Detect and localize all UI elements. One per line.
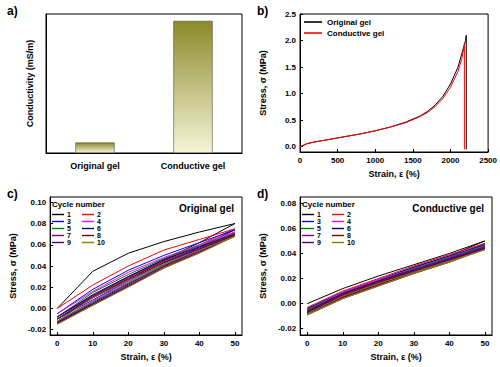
svg-text:40: 40 — [195, 339, 204, 348]
svg-text:2.0: 2.0 — [285, 36, 297, 45]
svg-text:0.02: 0.02 — [31, 283, 47, 292]
svg-text:9: 9 — [67, 239, 71, 246]
svg-text:c): c) — [7, 187, 18, 201]
svg-text:1: 1 — [67, 211, 71, 218]
svg-text:b): b) — [257, 4, 268, 18]
svg-text:Conductive gel: Conductive gel — [412, 203, 484, 214]
svg-text:0.0: 0.0 — [285, 142, 297, 151]
svg-text:8: 8 — [347, 232, 351, 239]
svg-text:-0.02: -0.02 — [278, 324, 297, 333]
svg-text:4: 4 — [97, 218, 101, 225]
svg-text:1500: 1500 — [404, 156, 422, 165]
svg-text:0.04: 0.04 — [281, 249, 297, 258]
svg-text:Strain, ε (%): Strain, ε (%) — [368, 169, 419, 179]
svg-text:30: 30 — [409, 339, 418, 348]
svg-text:0.06: 0.06 — [31, 240, 47, 249]
svg-text:10: 10 — [97, 239, 105, 246]
svg-text:3: 3 — [317, 218, 321, 225]
svg-text:0.00: 0.00 — [31, 304, 47, 313]
svg-text:0.08: 0.08 — [281, 199, 297, 208]
svg-text:2500: 2500 — [479, 156, 497, 165]
svg-text:2: 2 — [347, 211, 351, 218]
svg-text:4: 4 — [347, 218, 351, 225]
svg-text:20: 20 — [124, 339, 133, 348]
svg-text:50: 50 — [480, 339, 489, 348]
svg-text:0.08: 0.08 — [31, 219, 47, 228]
svg-text:Original gel: Original gel — [327, 18, 371, 27]
svg-text:d): d) — [257, 187, 268, 201]
svg-text:Stress, σ (MPa): Stress, σ (MPa) — [8, 233, 18, 299]
svg-text:Stress, σ (MPa): Stress, σ (MPa) — [258, 233, 268, 299]
svg-text:Stress, σ (MPa): Stress, σ (MPa) — [258, 50, 268, 116]
svg-text:9: 9 — [317, 239, 321, 246]
svg-text:0.06: 0.06 — [281, 224, 297, 233]
svg-text:2.5: 2.5 — [285, 10, 297, 19]
svg-text:Original gel: Original gel — [179, 203, 234, 214]
svg-text:6: 6 — [97, 225, 101, 232]
svg-text:0.00: 0.00 — [281, 299, 297, 308]
svg-text:500: 500 — [331, 156, 345, 165]
svg-text:2: 2 — [97, 211, 101, 218]
svg-text:2000: 2000 — [442, 156, 460, 165]
svg-text:8: 8 — [97, 232, 101, 239]
svg-text:Original gel: Original gel — [70, 161, 120, 171]
svg-text:5: 5 — [67, 225, 71, 232]
svg-text:0: 0 — [55, 339, 60, 348]
svg-text:7: 7 — [67, 232, 71, 239]
svg-text:1: 1 — [317, 211, 321, 218]
svg-text:0.04: 0.04 — [31, 262, 47, 271]
svg-text:a): a) — [7, 4, 18, 18]
svg-text:10: 10 — [88, 339, 97, 348]
svg-text:Cycle number: Cycle number — [302, 200, 355, 209]
svg-text:30: 30 — [159, 339, 168, 348]
svg-text:0.10: 0.10 — [31, 198, 47, 207]
svg-text:Conductive gel: Conductive gel — [327, 29, 384, 38]
svg-text:Strain, ε (%): Strain, ε (%) — [370, 352, 421, 362]
svg-text:Strain, ε (%): Strain, ε (%) — [120, 352, 171, 362]
svg-text:20: 20 — [374, 339, 383, 348]
svg-text:0.5: 0.5 — [285, 116, 297, 125]
svg-text:1.5: 1.5 — [285, 63, 297, 72]
svg-text:5: 5 — [317, 225, 321, 232]
svg-text:Conductivity (mS/m): Conductivity (mS/m) — [25, 40, 35, 128]
svg-text:Cycle number: Cycle number — [52, 200, 105, 209]
svg-text:6: 6 — [347, 225, 351, 232]
svg-text:10: 10 — [338, 339, 347, 348]
svg-text:Conductive gel: Conductive gel — [161, 161, 226, 171]
svg-text:0: 0 — [298, 156, 303, 165]
svg-text:0: 0 — [305, 339, 310, 348]
svg-text:1000: 1000 — [366, 156, 384, 165]
svg-text:3: 3 — [67, 218, 71, 225]
svg-text:1.0: 1.0 — [285, 89, 297, 98]
svg-text:40: 40 — [445, 339, 454, 348]
svg-text:-0.02: -0.02 — [28, 325, 47, 334]
svg-text:0.02: 0.02 — [281, 274, 297, 283]
svg-text:10: 10 — [347, 239, 355, 246]
svg-text:50: 50 — [230, 339, 239, 348]
svg-text:7: 7 — [317, 232, 321, 239]
